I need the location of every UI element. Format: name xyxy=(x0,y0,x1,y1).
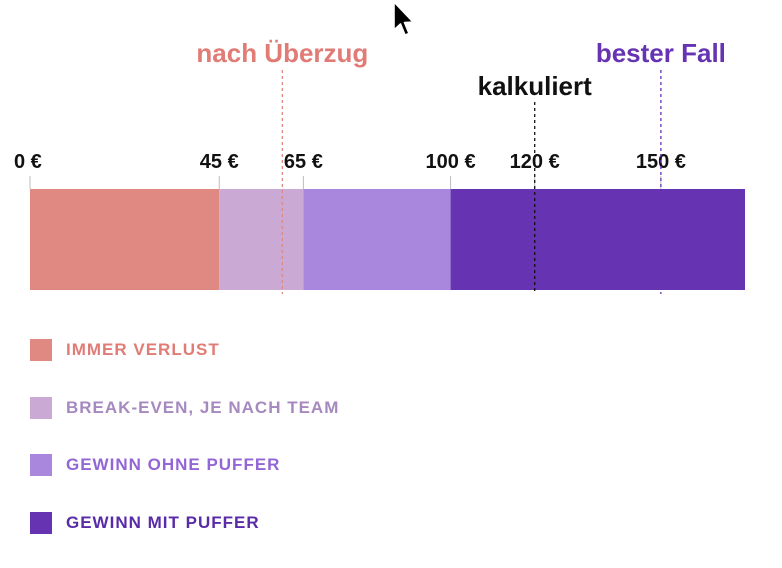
bar-segment-immer-verlust xyxy=(30,189,220,290)
legend-item-break-even-je-nach-team: BREAK-EVEN, JE NACH TEAM xyxy=(30,396,339,420)
bar-segment-gewinn-ohne-puffer xyxy=(303,189,451,290)
marker-label-nach-berzug: nach Überzug xyxy=(196,38,368,68)
legend-swatch xyxy=(30,454,52,476)
tick-label: 100 € xyxy=(426,151,476,173)
price-range-chart: 0 €45 €65 €100 €120 €150 € nach Überzugk… xyxy=(14,38,745,294)
tick-layer: 0 €45 €65 €100 €120 €150 € xyxy=(14,151,686,189)
tick-label: 0 € xyxy=(14,151,42,173)
legend-item-immer-verlust: IMMER VERLUST xyxy=(30,338,339,362)
legend-swatch xyxy=(30,339,52,361)
marker-label-bester-fall: bester Fall xyxy=(596,38,726,68)
tick-label: 45 € xyxy=(200,151,239,173)
bar-segment-gewinn-mit-puffer xyxy=(450,189,745,290)
legend-swatch xyxy=(30,511,52,534)
bar-segment-break-even-je-nach-team xyxy=(219,189,304,290)
legend-label: BREAK-EVEN, JE NACH TEAM xyxy=(66,397,340,417)
legend-item-gewinn-ohne-puffer: GEWINN OHNE PUFFER xyxy=(30,453,339,477)
legend-label: GEWINN MIT PUFFER xyxy=(66,512,260,532)
legend-swatch xyxy=(30,396,52,419)
tick-label: 65 € xyxy=(284,151,323,173)
segment-layer xyxy=(30,189,745,290)
legend: IMMER VERLUST BREAK-EVEN, JE NACH TEAM GEW… xyxy=(30,338,339,568)
legend-item-gewinn-mit-puffer: GEWINN MIT PUFFER xyxy=(30,511,339,535)
marker-label-kalkuliert: kalkuliert xyxy=(478,71,593,101)
legend-label: GEWINN OHNE PUFFER xyxy=(66,455,281,474)
mouse-cursor-icon xyxy=(393,1,414,36)
legend-label: IMMER VERLUST xyxy=(66,340,220,359)
